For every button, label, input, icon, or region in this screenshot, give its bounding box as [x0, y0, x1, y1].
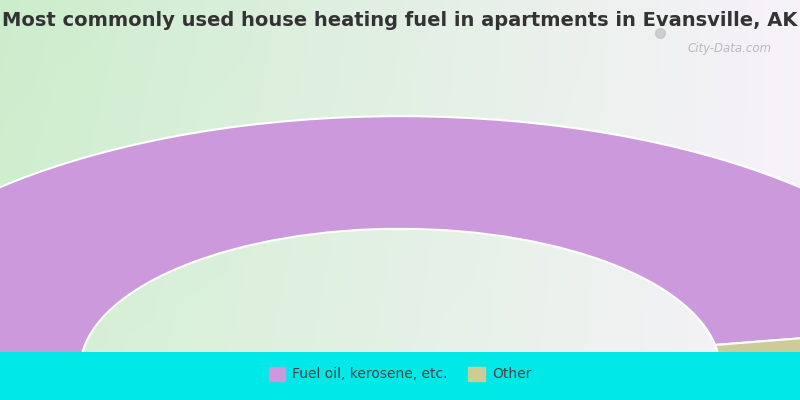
Wedge shape	[715, 325, 800, 370]
Text: City-Data.com: City-Data.com	[688, 42, 772, 55]
Legend: Fuel oil, kerosene, etc., Other: Fuel oil, kerosene, etc., Other	[263, 361, 537, 387]
Wedge shape	[0, 116, 800, 370]
Text: Most commonly used house heating fuel in apartments in Evansville, AK: Most commonly used house heating fuel in…	[2, 10, 798, 30]
